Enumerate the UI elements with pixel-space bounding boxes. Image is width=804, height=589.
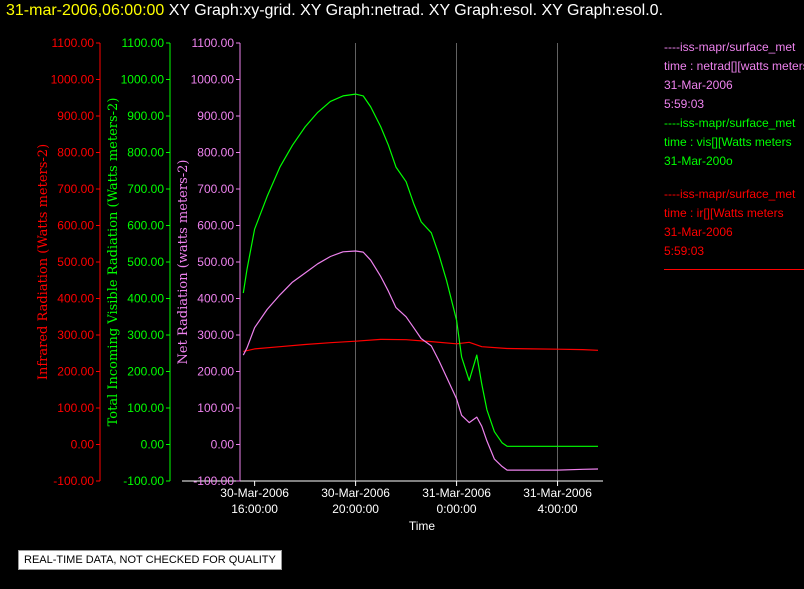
- y-tick-label-visible: 300.00: [127, 328, 164, 342]
- y-tick-label-visible: 800.00: [127, 146, 164, 160]
- y-tick-label-netrad: 600.00: [197, 219, 234, 233]
- y-tick-label-infrared: 1000.00: [51, 73, 95, 87]
- x-tick-label-date: 31-Mar-2006: [422, 486, 491, 500]
- y-tick-label-visible: 0.00: [141, 438, 165, 452]
- legend-visible-variable: time : vis[][Watts meters: [664, 135, 792, 149]
- legend-netrad-time: 5:59:03: [664, 97, 705, 111]
- y-axis-label-visible: Total Incoming Visible Radiation (Watts …: [106, 98, 121, 427]
- y-tick-label-infrared: 500.00: [57, 255, 94, 269]
- y-tick-label-visible: 600.00: [127, 219, 164, 233]
- y-tick-label-visible: 400.00: [127, 292, 164, 306]
- y-tick-label-netrad: 700.00: [197, 182, 234, 196]
- y-axis-label-netrad: Net Radiation (watts meters-2): [176, 160, 191, 365]
- quality-notice: REAL-TIME DATA, NOT CHECKED FOR QUALITY: [18, 550, 282, 570]
- legend-divider: [664, 269, 804, 270]
- x-tick-label-time: 16:00:00: [231, 502, 278, 516]
- y-tick-label-visible: -100.00: [123, 474, 164, 488]
- legend-netrad: ----iss-mapr/surface_met time : netrad[]…: [664, 38, 804, 114]
- y-tick-label-netrad: 500.00: [197, 255, 234, 269]
- y-tick-label-infrared: 900.00: [57, 109, 94, 123]
- graph-label-esol-0: XY Graph:esol.0.: [541, 2, 664, 19]
- y-tick-label-visible: 900.00: [127, 109, 164, 123]
- graph-label-esol: XY Graph:esol.: [428, 2, 538, 19]
- x-tick-label-date: 30-Mar-2006: [220, 486, 289, 500]
- y-tick-label-infrared: 1100.00: [52, 36, 95, 50]
- graph-label-netrad: XY Graph:netrad.: [300, 2, 425, 19]
- y-tick-label-infrared: -100.00: [53, 474, 94, 488]
- y-tick-label-netrad: 0.00: [211, 438, 235, 452]
- legend-visible-source: ----iss-mapr/surface_met: [664, 116, 796, 130]
- y-tick-label-netrad: 1100.00: [192, 36, 235, 50]
- y-tick-label-infrared: 600.00: [57, 219, 94, 233]
- legend-visible: ----iss-mapr/surface_met time : vis[][Wa…: [664, 114, 804, 171]
- y-tick-label-netrad: 900.00: [197, 109, 234, 123]
- series-line-visible: [242, 93, 598, 447]
- y-tick-label-infrared: 200.00: [57, 365, 94, 379]
- y-tick-label-visible: 1100.00: [122, 36, 165, 50]
- legend-netrad-variable: time : netrad[][watts meters: [664, 59, 804, 73]
- legend-infrared-time: 5:59:03: [664, 244, 705, 258]
- y-axis-label-infrared: Infrared Radiation (Watts meters-2): [36, 144, 51, 380]
- x-tick-label-time: 4:00:00: [538, 502, 578, 516]
- y-tick-label-visible: 100.00: [127, 401, 164, 415]
- y-tick-label-infrared: 300.00: [57, 328, 94, 342]
- y-tick-label-infrared: 800.00: [57, 146, 94, 160]
- x-tick-label-time: 20:00:00: [332, 502, 379, 516]
- legend-infrared-source: ----iss-mapr/surface_met: [664, 187, 796, 201]
- chart-date-label: 31-mar-2006,06:00:00: [6, 2, 165, 19]
- x-tick-label-date: 31-Mar-2006: [523, 486, 592, 500]
- y-tick-label-netrad: 100.00: [197, 401, 234, 415]
- y-tick-label-visible: 500.00: [127, 255, 164, 269]
- y-tick-label-netrad: 800.00: [197, 146, 234, 160]
- series-line-infrared: [243, 338, 599, 352]
- graph-label-xy-grid: XY Graph:xy-grid.: [168, 2, 296, 19]
- y-tick-label-infrared: 0.00: [71, 438, 95, 452]
- x-tick-label-date: 30-Mar-2006: [321, 486, 390, 500]
- legend-visible-date: 31-Mar-200o: [664, 154, 733, 168]
- y-tick-label-netrad: 200.00: [197, 365, 234, 379]
- legend-infrared-date: 31-Mar-2006: [664, 225, 733, 239]
- x-axis-label: Time: [409, 519, 436, 533]
- y-tick-label-netrad: 400.00: [197, 292, 234, 306]
- legend-infrared-variable: time : ir[][Watts meters: [664, 206, 784, 220]
- x-tick-label-time: 0:00:00: [437, 502, 477, 516]
- series-line-netrad: [242, 250, 599, 471]
- y-tick-label-netrad: 1000.00: [191, 73, 235, 87]
- chart-title-bar: 31-mar-2006,06:00:00 XY Graph:xy-grid. X…: [6, 2, 663, 20]
- y-tick-label-netrad: 300.00: [197, 328, 234, 342]
- legend-netrad-source: ----iss-mapr/surface_met: [664, 40, 796, 54]
- y-tick-label-infrared: 700.00: [57, 182, 94, 196]
- y-tick-label-infrared: 400.00: [57, 292, 94, 306]
- y-tick-label-visible: 700.00: [127, 182, 164, 196]
- legend-netrad-date: 31-Mar-2006: [664, 78, 733, 92]
- legend-infrared: ----iss-mapr/surface_met time : ir[][Wat…: [664, 185, 804, 270]
- y-tick-label-visible: 200.00: [127, 365, 164, 379]
- y-tick-label-netrad: -100.00: [193, 474, 234, 488]
- y-tick-label-visible: 1000.00: [121, 73, 165, 87]
- y-tick-label-infrared: 100.00: [57, 401, 94, 415]
